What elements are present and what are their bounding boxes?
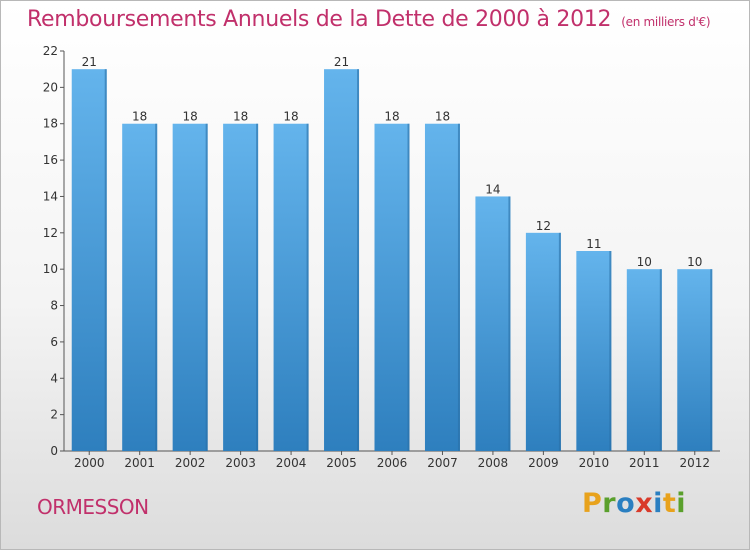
x-tick-label: 2008 <box>478 456 509 470</box>
bar-edge <box>609 251 612 451</box>
logo-letter: r <box>602 488 617 519</box>
y-tick-label: 10 <box>43 262 58 276</box>
bar-value-label: 10 <box>637 255 652 269</box>
bar <box>525 232 561 451</box>
bar-edge <box>155 123 158 452</box>
y-tick-label: 8 <box>50 299 58 313</box>
x-tick-label: 2011 <box>629 456 660 470</box>
bar-edge <box>457 123 460 452</box>
y-tick-label: 18 <box>43 117 58 131</box>
bar-value-label: 14 <box>485 182 500 196</box>
bar-value-label: 21 <box>82 55 97 69</box>
bar <box>273 123 309 452</box>
x-tick-label: 2010 <box>579 456 610 470</box>
bar-edge <box>407 123 410 452</box>
bar <box>374 123 410 452</box>
logo-letter: o <box>616 488 636 519</box>
logo-letter: i <box>653 488 663 519</box>
y-tick-label: 4 <box>50 371 58 385</box>
bar-edge <box>256 123 259 452</box>
bar <box>576 251 612 451</box>
bar-value-label: 21 <box>334 55 349 69</box>
bar-value-label: 18 <box>132 110 147 124</box>
bar <box>626 269 662 451</box>
x-tick-label: 2007 <box>427 456 458 470</box>
bar-value-label: 10 <box>687 255 702 269</box>
commune-name: ORMESSON <box>37 495 149 519</box>
bar-value-label: 18 <box>283 110 298 124</box>
bar-edge <box>205 123 208 452</box>
bar-value-label: 11 <box>586 237 601 251</box>
y-tick-label: 2 <box>50 408 58 422</box>
bar-edge <box>508 196 511 451</box>
bar-edge <box>558 232 561 451</box>
bar-edge <box>306 123 309 452</box>
bar <box>122 123 158 452</box>
logo-letter: i <box>676 488 687 519</box>
logo-letter: P <box>582 488 603 519</box>
x-tick-label: 2003 <box>225 456 256 470</box>
bar <box>71 69 107 451</box>
bar <box>677 269 713 451</box>
x-tick-label: 2001 <box>124 456 155 470</box>
x-tick-label: 2004 <box>276 456 307 470</box>
bar <box>172 123 208 452</box>
bar <box>324 69 360 451</box>
y-tick-label: 16 <box>43 153 58 167</box>
bar-value-label: 18 <box>183 110 198 124</box>
chart-title: Remboursements Annuels de la Dette de 20… <box>27 7 711 32</box>
bar-value-label: 12 <box>536 219 551 233</box>
bar-edge <box>357 69 360 451</box>
y-tick-label: 12 <box>43 226 58 240</box>
bar-edge <box>104 69 107 451</box>
bar <box>223 123 259 452</box>
y-tick-label: 22 <box>43 44 58 58</box>
y-tick-label: 20 <box>43 80 58 94</box>
bar-edge <box>710 269 713 451</box>
chart-subtitle: (en milliers d'€) <box>621 15 711 29</box>
x-tick-label: 2005 <box>326 456 357 470</box>
y-tick-label: 6 <box>50 335 58 349</box>
bar <box>475 196 511 451</box>
bar-edge <box>659 269 662 451</box>
logo-letter: t <box>662 488 677 519</box>
x-tick-label: 2002 <box>175 456 206 470</box>
bar <box>424 123 460 452</box>
bar-value-label: 18 <box>233 110 248 124</box>
proxiti-logo: Proxiti <box>582 488 686 519</box>
x-tick-label: 2006 <box>377 456 408 470</box>
logo-letter: x <box>635 488 654 519</box>
x-tick-label: 2009 <box>528 456 559 470</box>
y-tick-label: 14 <box>43 189 58 203</box>
bar-value-label: 18 <box>384 110 399 124</box>
y-tick-label: 0 <box>50 444 58 458</box>
x-tick-label: 2000 <box>74 456 105 470</box>
bar-value-label: 18 <box>435 110 450 124</box>
x-tick-label: 2012 <box>679 456 710 470</box>
